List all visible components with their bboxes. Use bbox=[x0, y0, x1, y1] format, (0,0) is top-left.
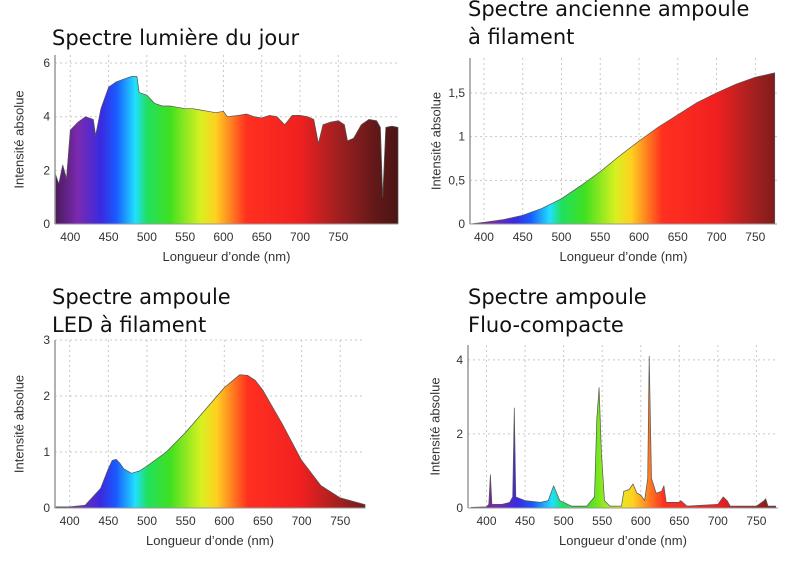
x-tick-label: 400 bbox=[60, 230, 80, 244]
x-tick-label: 600 bbox=[213, 230, 233, 244]
title-line: Spectre ampoule bbox=[52, 285, 231, 309]
x-tick-label: 550 bbox=[176, 514, 196, 528]
y-tick-label: 2 bbox=[43, 163, 50, 177]
title-line: Spectre ancienne ampoule bbox=[468, 0, 750, 21]
x-tick-label: 600 bbox=[214, 514, 234, 528]
y-axis-label: Intensité absolue bbox=[11, 90, 26, 188]
x-tick-label: 550 bbox=[592, 514, 612, 528]
x-tick-label: 700 bbox=[292, 514, 312, 528]
chart-3-title: Spectre ampoule LED à filament bbox=[52, 283, 231, 339]
y-tick-label: 0,5 bbox=[448, 173, 465, 187]
chart-3: 400 450 500 550 600 650 700 750 0 1 2 3 Longueur d’o… bbox=[11, 333, 366, 548]
x-tick-label: 750 bbox=[746, 514, 766, 528]
y-tick-label: 4 bbox=[43, 110, 50, 124]
x-tick-label: 450 bbox=[99, 230, 119, 244]
x-tick-label: 500 bbox=[137, 514, 157, 528]
chart-1-title: Spectre lumière du jour bbox=[52, 24, 299, 52]
x-tick-label: 450 bbox=[515, 514, 535, 528]
x-tick-label: 500 bbox=[551, 230, 571, 244]
y-tick-label: 0 bbox=[458, 217, 465, 231]
title-line: Spectre ampoule bbox=[468, 285, 647, 309]
x-tick-label: 750 bbox=[745, 230, 765, 244]
x-tick-label: 750 bbox=[330, 514, 350, 528]
x-tick-label: 500 bbox=[137, 230, 157, 244]
y-tick-label: 2 bbox=[43, 389, 50, 403]
x-tick-label: 650 bbox=[252, 230, 272, 244]
x-tick-label: 550 bbox=[590, 230, 610, 244]
y-axis-label: Intensité absolue bbox=[427, 377, 442, 475]
y-tick-label: 1 bbox=[43, 445, 50, 459]
spectrum-area bbox=[54, 76, 399, 225]
y-tick-label: 0 bbox=[43, 501, 50, 515]
title-line: LED à filament bbox=[52, 313, 207, 337]
chart-4: 400 450 500 550 600 650 700 750 0 2 4 Longueur d’on… bbox=[427, 345, 778, 548]
x-tick-label: 600 bbox=[631, 514, 651, 528]
x-tick-label: 650 bbox=[253, 514, 273, 528]
x-tick-label: 450 bbox=[513, 230, 533, 244]
y-axis-label: Intensité absolue bbox=[11, 375, 26, 473]
spectrum-area bbox=[470, 355, 777, 509]
x-tick-label: 550 bbox=[175, 230, 195, 244]
x-axis-label: Longueur d’onde (nm) bbox=[163, 249, 291, 264]
title-line: à filament bbox=[468, 25, 575, 49]
title-line: Spectre lumière du jour bbox=[52, 26, 300, 50]
x-tick-label: 650 bbox=[669, 514, 689, 528]
x-tick-label: 700 bbox=[290, 230, 310, 244]
x-axis-label: Longueur d’onde (nm) bbox=[146, 533, 274, 548]
y-tick-label: 1 bbox=[458, 130, 465, 144]
spectrum-area bbox=[469, 72, 776, 225]
x-tick-label: 400 bbox=[474, 230, 494, 244]
y-tick-label: 0 bbox=[43, 217, 50, 231]
y-tick-label: 6 bbox=[43, 56, 50, 70]
x-tick-label: 750 bbox=[328, 230, 348, 244]
x-tick-label: 400 bbox=[476, 514, 496, 528]
x-tick-label: 650 bbox=[668, 230, 688, 244]
y-tick-label: 3 bbox=[43, 333, 50, 347]
x-axis-label: Longueur d’onde (nm) bbox=[559, 533, 687, 548]
y-axis-label: Intensité absolue bbox=[428, 92, 443, 190]
chart-2: 400 450 500 550 600 650 700 750 0 0,5 1 1,5 Longueur… bbox=[428, 58, 777, 264]
x-tick-label: 450 bbox=[98, 514, 118, 528]
x-tick-label: 400 bbox=[60, 514, 80, 528]
y-tick-label: 4 bbox=[456, 353, 463, 367]
x-tick-label: 700 bbox=[708, 514, 728, 528]
x-tick-label: 700 bbox=[707, 230, 727, 244]
chart-1: 400 450 500 550 600 650 700 750 0 2 4 6 Longueur d’o… bbox=[11, 55, 399, 264]
title-line: Fluo-compacte bbox=[468, 313, 624, 337]
x-tick-label: 600 bbox=[629, 230, 649, 244]
spectrum-area bbox=[54, 374, 366, 509]
y-tick-label: 0 bbox=[456, 501, 463, 515]
chart-2-title: Spectre ancienne ampoule à filament bbox=[468, 0, 749, 51]
y-tick-label: 2 bbox=[456, 427, 463, 441]
x-axis-label: Longueur d’onde (nm) bbox=[560, 249, 688, 264]
x-tick-label: 500 bbox=[554, 514, 574, 528]
chart-4-title: Spectre ampoule Fluo-compacte bbox=[468, 283, 647, 339]
y-tick-label: 1,5 bbox=[448, 86, 465, 100]
